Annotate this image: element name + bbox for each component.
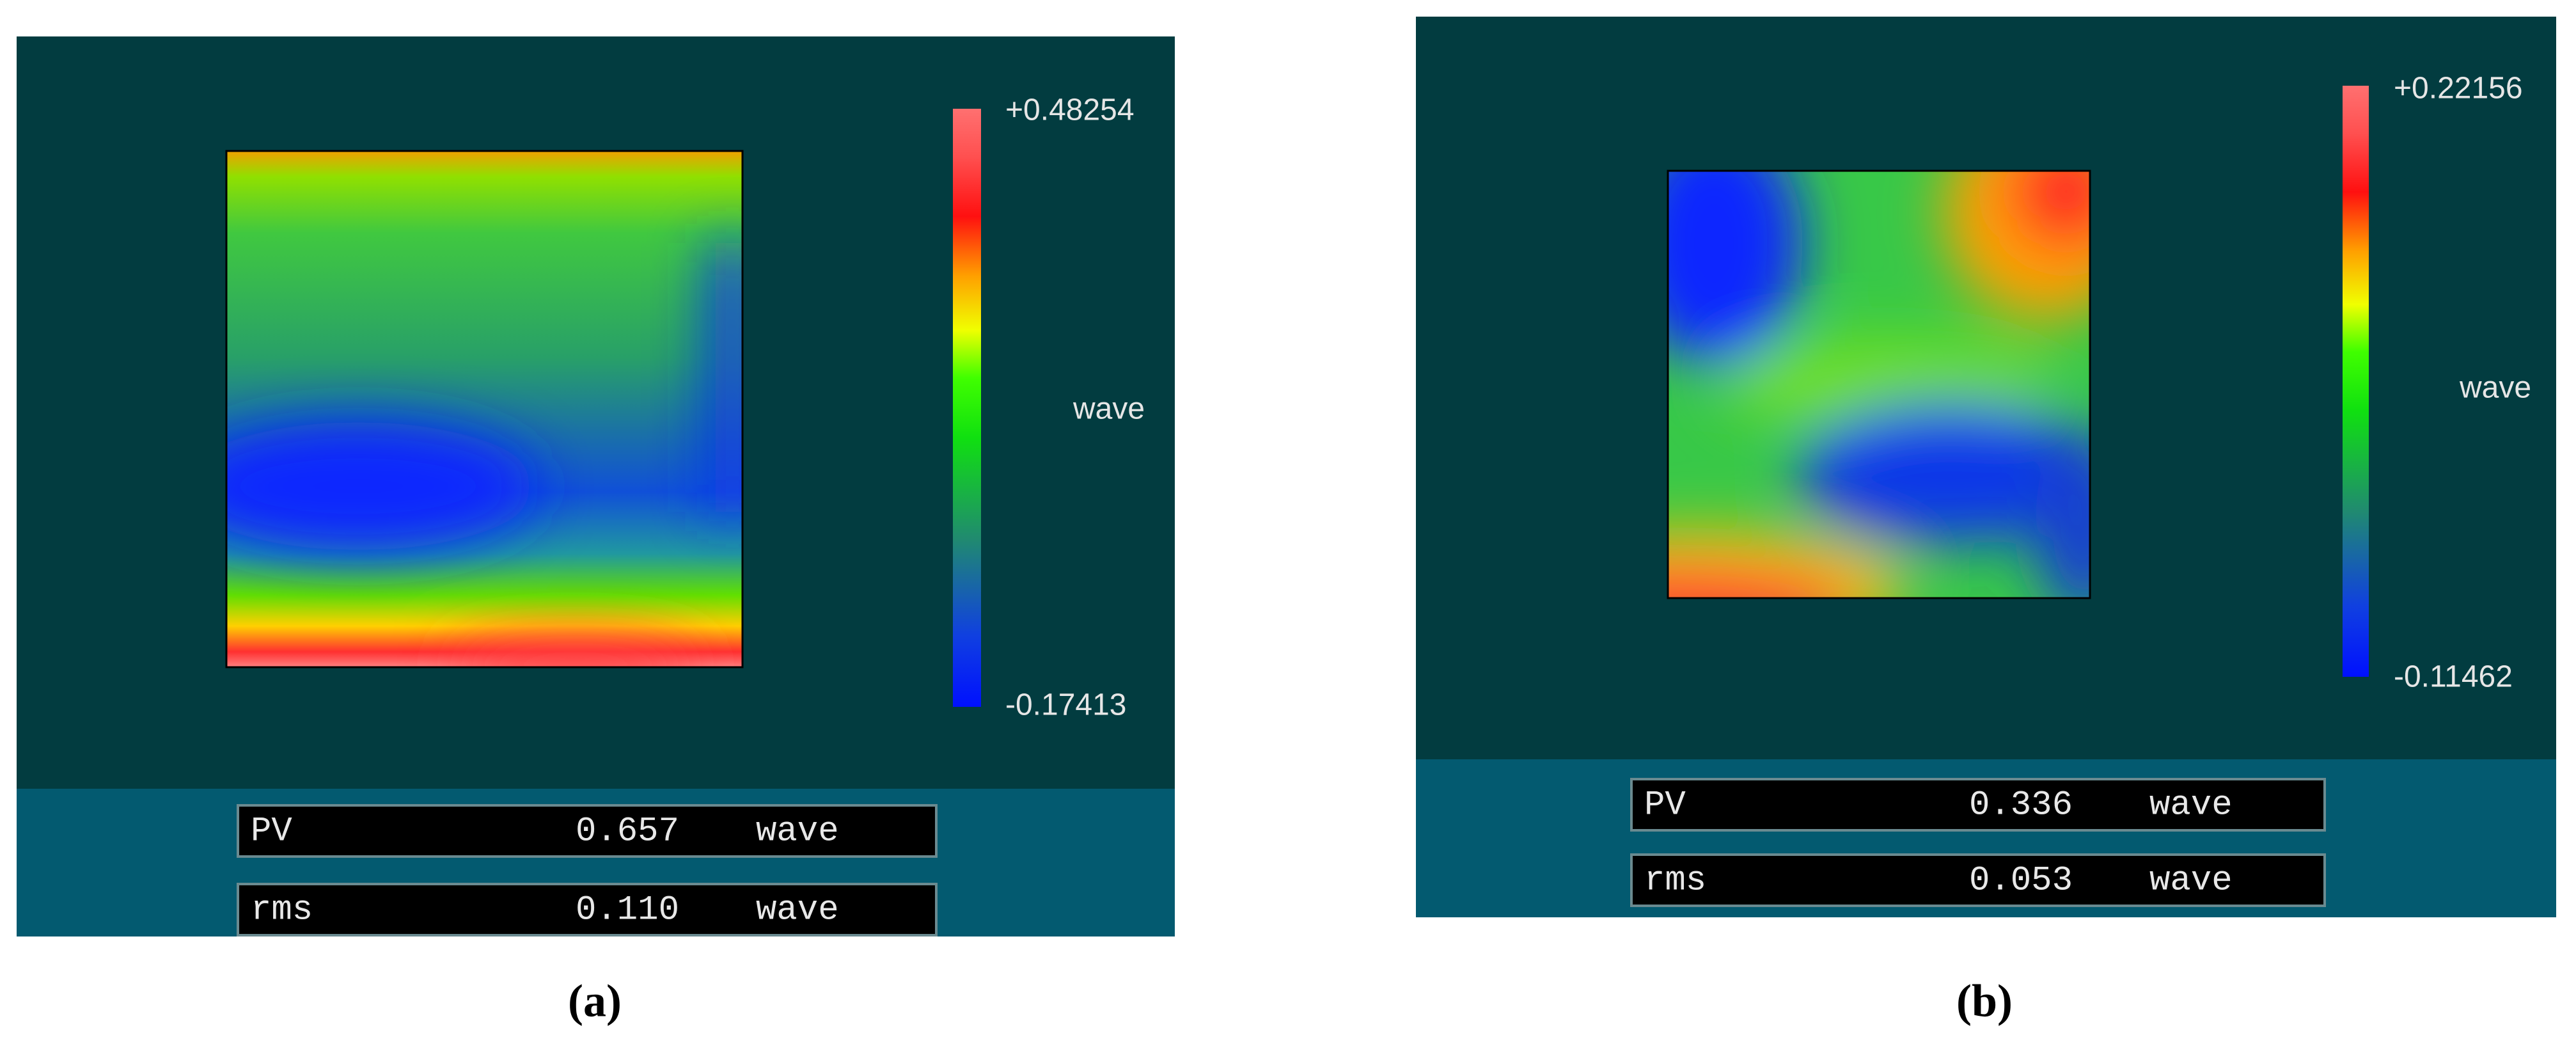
stat-box [1630, 853, 2326, 907]
map-border [1667, 170, 2091, 599]
scale-max: +0.22156 [2394, 72, 2523, 106]
stat-label: rms [1644, 861, 1706, 900]
scale-unit: wave [1072, 392, 1145, 426]
stat-value: 0.336 [1969, 786, 2073, 825]
stat-box [237, 804, 938, 858]
stat-unit: wave [756, 812, 839, 851]
stat-unit: wave [756, 890, 839, 929]
scale-unit: wave [2459, 371, 2531, 405]
stat-value: 0.110 [576, 890, 679, 929]
scale-min: -0.11462 [2394, 660, 2513, 694]
stat-box [237, 883, 938, 936]
map-border [225, 150, 744, 668]
wavefront-map [226, 151, 742, 667]
color-bar [953, 109, 981, 707]
stat-label: PV [1644, 786, 1686, 825]
stat-label: PV [251, 812, 292, 851]
stat-box [1630, 778, 2326, 832]
scale-min: -0.17413 [1005, 688, 1127, 722]
stat-unit: wave [2149, 786, 2233, 825]
caption: (b) [1956, 976, 2013, 1027]
caption: (a) [568, 976, 622, 1027]
stat-value: 0.657 [576, 812, 679, 851]
stat-value: 0.053 [1969, 861, 2073, 900]
scale-max: +0.48254 [1005, 93, 1135, 127]
wavefront-map [1668, 171, 2090, 598]
stat-unit: wave [2149, 861, 2233, 900]
color-bar [2343, 86, 2369, 677]
stat-label: rms [251, 890, 313, 929]
